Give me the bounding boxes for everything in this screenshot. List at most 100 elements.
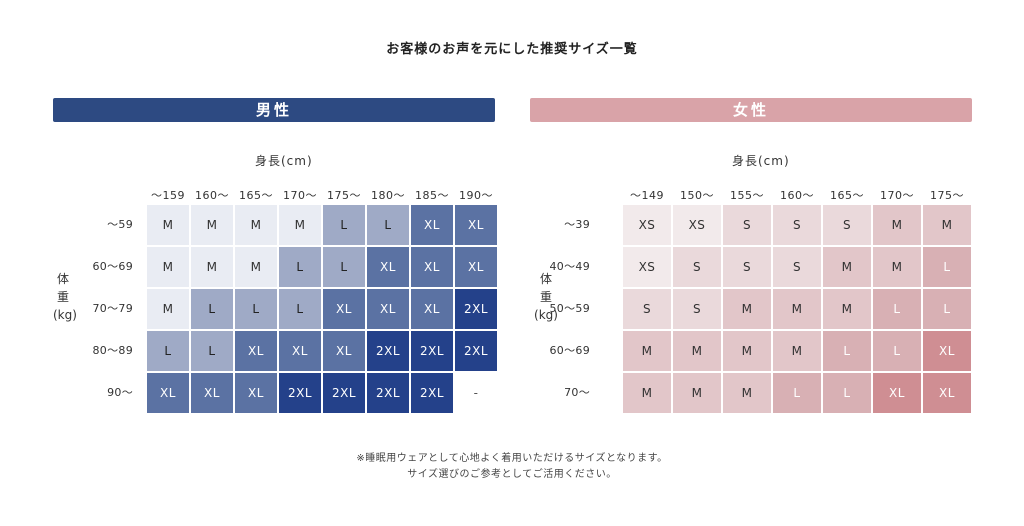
men-size-cell: 2XL	[366, 330, 410, 372]
men-weight-label-part: (kg)	[53, 308, 77, 322]
women-row-header: 50～59	[549, 302, 590, 315]
women-col-header: 150～	[680, 189, 714, 202]
men-size-cell: L	[278, 246, 322, 288]
men-size-cell: M	[190, 204, 234, 246]
men-weight-label-part: 重	[56, 290, 69, 304]
women-height-label: 身長(cm)	[732, 154, 790, 168]
women-weight-label-part: (kg)	[534, 308, 558, 322]
men-row-header: 70～79	[92, 302, 133, 315]
men-size-cell: XL	[322, 330, 366, 372]
men-size-cell: M	[146, 204, 190, 246]
men-weight-label-part: 体	[56, 272, 69, 286]
men-height-label: 身長(cm)	[255, 154, 313, 168]
men-size-cell: XL	[278, 330, 322, 372]
women-size-cell: M	[772, 288, 822, 330]
men-size-cell: M	[146, 246, 190, 288]
women-row-header: 70～	[564, 386, 590, 399]
men-size-grid: M M M M L L XL XL M M M L L XL XL XL M L L L XL XL XL 2XL L L XL XL…	[146, 204, 498, 414]
women-size-cell: M	[622, 330, 672, 372]
women-size-cell: L	[822, 372, 872, 414]
women-col-header: 165～	[830, 189, 864, 202]
men-size-cell: M	[234, 204, 278, 246]
women-size-cell: M	[872, 204, 922, 246]
women-size-cell: M	[622, 372, 672, 414]
men-row-header: ～59	[107, 218, 133, 231]
footnote-line-1: ※睡眠用ウェアとして心地よく着用いただけるサイズとなります。	[356, 453, 668, 464]
women-row-headers: ～39 40～49 50～59 60～69 70～	[538, 204, 590, 414]
men-size-cell: XL	[190, 372, 234, 414]
women-size-cell: M	[872, 246, 922, 288]
men-col-header: 180～	[371, 189, 405, 202]
men-size-cell: 2XL	[410, 330, 454, 372]
women-size-cell: M	[722, 372, 772, 414]
men-size-cell: M	[278, 204, 322, 246]
women-size-cell: M	[922, 204, 972, 246]
men-col-header: ～159	[151, 189, 185, 202]
women-size-cell: S	[672, 246, 722, 288]
women-size-cell: M	[672, 372, 722, 414]
women-weight-label: 体 重 (kg)	[532, 270, 560, 324]
women-size-cell: M	[722, 288, 772, 330]
women-size-cell: S	[772, 204, 822, 246]
women-size-cell: S	[822, 204, 872, 246]
men-size-cell: L	[146, 330, 190, 372]
women-size-cell: L	[872, 330, 922, 372]
page-title: お客様のお声を元にした推奨サイズ一覧	[386, 42, 638, 57]
men-size-cell: XL	[410, 288, 454, 330]
men-size-cell: XL	[234, 372, 278, 414]
women-size-cell: M	[722, 330, 772, 372]
men-size-cell: XL	[410, 246, 454, 288]
men-col-header: 165～	[239, 189, 273, 202]
men-size-cell: XL	[366, 246, 410, 288]
women-size-cell: M	[822, 288, 872, 330]
women-col-header: 175～	[930, 189, 964, 202]
women-col-header: 170～	[880, 189, 914, 202]
men-size-cell: XL	[146, 372, 190, 414]
men-row-header: 60～69	[92, 260, 133, 273]
men-size-cell: XL	[454, 204, 498, 246]
men-size-cell: -	[454, 372, 498, 414]
men-col-header: 185～	[415, 189, 449, 202]
men-size-cell: 2XL	[366, 372, 410, 414]
men-size-cell: XL	[322, 288, 366, 330]
men-size-cell: L	[234, 288, 278, 330]
men-size-cell: XL	[234, 330, 278, 372]
women-size-cell: XL	[922, 372, 972, 414]
men-size-cell: 2XL	[454, 330, 498, 372]
men-size-cell: L	[190, 330, 234, 372]
women-size-cell: XS	[672, 204, 722, 246]
men-size-panel: 男性 身長(cm) ～159 160～ 165～ 170～ 175～ 180～ …	[53, 98, 498, 428]
women-row-header: 60～69	[549, 344, 590, 357]
men-size-cell: XL	[454, 246, 498, 288]
men-row-headers: ～59 60～69 70～79 80～89 90～	[81, 204, 133, 414]
women-size-panel: 女性 身長(cm) ～149 150～ 155～ 160～ 165～ 170～ …	[530, 98, 972, 428]
men-row-header: 90～	[107, 386, 133, 399]
men-weight-label: 体 重 (kg)	[53, 270, 77, 324]
women-col-header: 155～	[730, 189, 764, 202]
women-size-cell: L	[772, 372, 822, 414]
women-size-cell: XS	[622, 204, 672, 246]
footnote-line-2: サイズ選びのご参考としてご活用ください。	[407, 469, 617, 480]
men-size-cell: 2XL	[322, 372, 366, 414]
men-size-cell: 2XL	[454, 288, 498, 330]
men-size-cell: L	[190, 288, 234, 330]
women-size-cell: S	[722, 204, 772, 246]
women-size-cell: L	[922, 288, 972, 330]
women-size-cell: L	[872, 288, 922, 330]
men-size-cell: M	[234, 246, 278, 288]
men-banner: 男性	[53, 98, 495, 122]
women-size-cell: S	[622, 288, 672, 330]
men-col-header: 175～	[327, 189, 361, 202]
women-size-cell: XL	[872, 372, 922, 414]
men-size-cell: L	[322, 246, 366, 288]
women-size-cell: L	[822, 330, 872, 372]
men-col-header: 160～	[195, 189, 229, 202]
women-size-cell: M	[822, 246, 872, 288]
men-size-cell: 2XL	[278, 372, 322, 414]
women-size-cell: S	[772, 246, 822, 288]
women-size-cell: S	[672, 288, 722, 330]
women-size-cell: XS	[622, 246, 672, 288]
men-size-cell: XL	[410, 204, 454, 246]
women-col-header: ～149	[630, 189, 664, 202]
men-size-cell: XL	[366, 288, 410, 330]
